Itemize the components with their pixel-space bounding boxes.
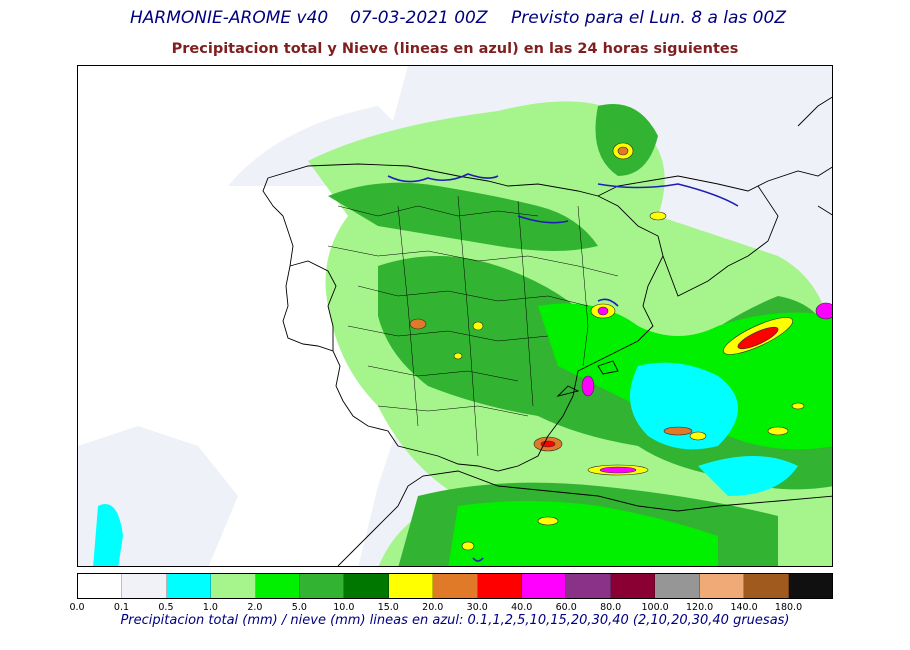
legend-tick-label: 0.0 (69, 602, 85, 613)
legend-swatch (344, 574, 389, 598)
legend-tick-label: 20.0 (422, 602, 444, 613)
map-subtitle: Precipitacion total y Nieve (lineas en a… (171, 41, 739, 57)
precipitation-map (77, 65, 833, 567)
legend-tick-label: 80.0 (600, 602, 622, 613)
legend-swatch (211, 574, 256, 598)
legend-tick-label: 180.0 (774, 602, 803, 613)
legend-tick-label: 0.5 (158, 602, 174, 613)
map-canvas (78, 66, 832, 566)
legend-swatch (78, 574, 123, 598)
legend-swatch (788, 574, 832, 598)
province-borders (327, 195, 619, 457)
model-title: HARMONIE-AROME v40 (130, 8, 329, 28)
legend-tick-label: 5.0 (291, 602, 307, 613)
legend-ticks: 0.0 0.1 0.5 1.0 2.0 5.0 10.0 15.0 20.0 30.0 40.0 60… (69, 602, 833, 614)
legend-tick-label: 30.0 (466, 602, 488, 613)
legend-swatch (388, 574, 434, 598)
legend-swatch (522, 574, 567, 598)
legend-swatch (566, 574, 611, 598)
legend-swatch (300, 574, 345, 598)
legend-tick-label: 2.0 (247, 602, 263, 613)
legend-tick-label: 60.0 (555, 602, 577, 613)
legend-tick-label: 1.0 (202, 602, 218, 613)
legend-swatch (744, 574, 789, 598)
legend-tick-label: 15.0 (377, 602, 399, 613)
color-legend (77, 573, 833, 599)
legend-tick-label: 120.0 (685, 602, 714, 613)
legend-swatch (166, 574, 212, 598)
legend-swatch (255, 574, 301, 598)
header: HARMONIE-AROME v40 07-03-2021 00Z Previs… (0, 8, 910, 34)
legend-tick-label: 0.1 (113, 602, 130, 613)
legend-swatch (655, 574, 700, 598)
coastlines (262, 96, 832, 566)
legend-swatch (610, 574, 656, 598)
legend-swatch (699, 574, 745, 598)
run-time: 07-03-2021 00Z (350, 8, 488, 28)
legend-tick-label: 100.0 (641, 602, 669, 613)
legend-swatch (122, 574, 167, 598)
snow-lines (387, 173, 739, 562)
legend-swatch (477, 574, 523, 598)
legend-tick-label: 10.0 (333, 602, 355, 613)
precip-areas (93, 101, 832, 566)
heavy-precip-spots (409, 142, 832, 551)
legend-tick-label: 40.0 (511, 602, 533, 613)
legend-caption: Precipitacion total (mm) / nieve (mm) li… (120, 613, 790, 628)
legend-tick-label: 140.0 (730, 602, 758, 613)
legend-swatch (433, 574, 478, 598)
valid-time: Previsto para el Lun. 8 a las 00Z (511, 8, 786, 28)
